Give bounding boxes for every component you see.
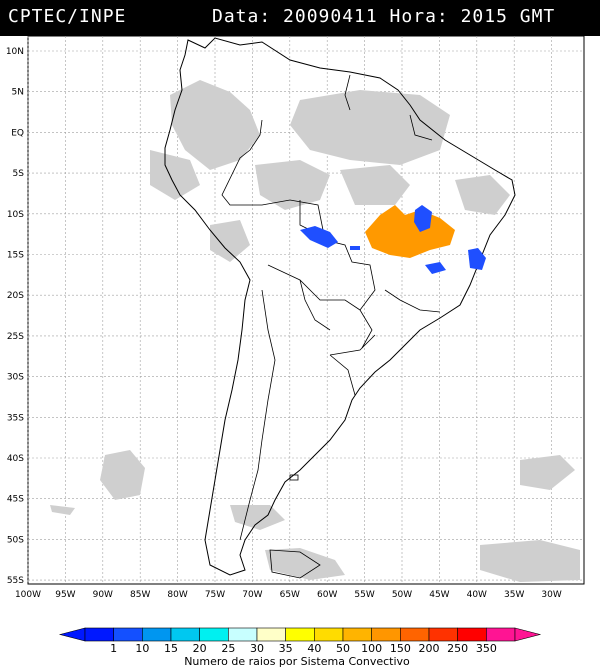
legend-arrow-left xyxy=(58,627,86,642)
legend-swatch xyxy=(486,627,516,642)
legend-value: 1 xyxy=(110,642,117,655)
legend-value: 10 xyxy=(135,642,149,655)
legend-swatch xyxy=(400,627,430,642)
lat-label: 10S xyxy=(7,210,24,220)
datetime-label: Data: 20090411 Hora: 2015 GMT xyxy=(212,6,556,27)
lat-lon-grid xyxy=(27,36,584,584)
legend-value: 15 xyxy=(164,642,178,655)
lat-label: 40S xyxy=(7,454,24,464)
lat-label: 20S xyxy=(7,291,24,301)
legend-swatch xyxy=(228,627,258,642)
legend-value: 40 xyxy=(307,642,321,655)
lon-label: 55W xyxy=(354,590,374,600)
legend-swatch xyxy=(314,627,344,642)
legend-swatch xyxy=(371,627,401,642)
legend-swatch xyxy=(142,627,172,642)
blue-convective-system-5 xyxy=(350,246,360,250)
lon-label: 40W xyxy=(467,590,487,600)
legend-value: 250 xyxy=(447,642,468,655)
blue-convective-system-2 xyxy=(300,226,338,248)
lon-label: 90W xyxy=(93,590,113,600)
lat-label: 5S xyxy=(13,169,25,179)
lon-label: 70W xyxy=(242,590,262,600)
legend-value: 200 xyxy=(419,642,440,655)
lon-label: 65W xyxy=(280,590,300,600)
legend-value: 30 xyxy=(250,642,264,655)
legend-value: 35 xyxy=(279,642,293,655)
lon-label: 80W xyxy=(167,590,187,600)
agency-label: CPTEC/INPE xyxy=(8,6,127,27)
blue-convective-system-3 xyxy=(468,248,486,270)
lat-label: EQ xyxy=(11,128,24,138)
lat-label: 30S xyxy=(7,373,24,383)
longitude-labels: 100W 95W 90W 85W 80W 75W 70W 65W 60W 55W 50W 45W 40W… xyxy=(15,590,562,600)
orange-convective-system xyxy=(365,205,455,258)
legend-value: 350 xyxy=(476,642,497,655)
lat-label: 55S xyxy=(7,576,24,586)
cloud-cover xyxy=(50,80,580,582)
legend-arrow-right xyxy=(514,627,542,642)
lon-label: 75W xyxy=(205,590,225,600)
lat-label: 45S xyxy=(7,495,24,505)
blue-convective-system-4 xyxy=(425,262,446,274)
legend-value: 25 xyxy=(221,642,235,655)
island-marker xyxy=(289,474,299,481)
legend-swatch xyxy=(113,627,143,642)
lon-label: 45W xyxy=(429,590,449,600)
legend-swatch xyxy=(256,627,286,642)
lon-label: 100W xyxy=(15,590,41,600)
lat-label: 5N xyxy=(12,88,24,98)
lon-label: 30W xyxy=(541,590,561,600)
lat-label: 35S xyxy=(7,413,24,423)
legend-swatch xyxy=(428,627,458,642)
legend-value: 50 xyxy=(336,642,350,655)
south-america-outline xyxy=(164,37,516,576)
blue-convective-system-1 xyxy=(414,205,432,232)
latitude-labels: 10N 5N EQ 5S 10S 15S 20S 25S 30S 35S 40S 45S 50S 55S xyxy=(6,47,24,586)
map-header: CPTEC/INPE Data: 20090411 Hora: 2015 GMT xyxy=(0,0,600,36)
legend-swatch xyxy=(285,627,315,642)
legend-value: 150 xyxy=(390,642,411,655)
lat-label: 10N xyxy=(6,47,24,57)
lon-label: 60W xyxy=(317,590,337,600)
legend-swatch xyxy=(170,627,200,642)
lat-label: 50S xyxy=(7,535,24,545)
legend-swatch xyxy=(457,627,487,642)
legend-swatch xyxy=(342,627,372,642)
color-legend: 1 10 15 20 25 30 35 40 50 100 150 200 250 350 xyxy=(58,627,542,655)
lon-label: 50W xyxy=(392,590,412,600)
legend-swatch xyxy=(199,627,229,642)
legend-swatch xyxy=(84,627,114,642)
lon-label: 85W xyxy=(130,590,150,600)
lat-label: 15S xyxy=(7,251,24,261)
lat-label: 25S xyxy=(7,332,24,342)
tierra-del-fuego xyxy=(269,549,321,579)
legend-value: 100 xyxy=(361,642,382,655)
legend-value: 20 xyxy=(193,642,207,655)
legend-caption: Numero de raios por Sistema Convectivo xyxy=(184,655,410,668)
lon-label: 95W xyxy=(55,590,75,600)
lon-label: 35W xyxy=(504,590,524,600)
